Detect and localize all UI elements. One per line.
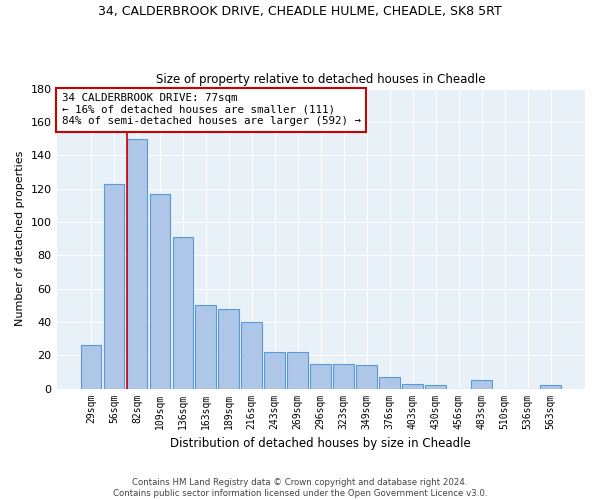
X-axis label: Distribution of detached houses by size in Cheadle: Distribution of detached houses by size … (170, 437, 471, 450)
Bar (310, 364, 331, 388)
Bar (218, 308, 239, 388)
Bar (149, 194, 170, 388)
Bar (196, 305, 216, 388)
Bar (287, 352, 308, 389)
Bar (80, 345, 101, 389)
Y-axis label: Number of detached properties: Number of detached properties (15, 151, 25, 326)
Bar (241, 322, 262, 388)
Bar (356, 365, 377, 388)
Bar (403, 384, 423, 388)
Title: Size of property relative to detached houses in Cheadle: Size of property relative to detached ho… (156, 73, 485, 86)
Bar (472, 380, 492, 388)
Bar (425, 385, 446, 388)
Text: 34, CALDERBROOK DRIVE, CHEADLE HULME, CHEADLE, SK8 5RT: 34, CALDERBROOK DRIVE, CHEADLE HULME, CH… (98, 5, 502, 18)
Text: Contains HM Land Registry data © Crown copyright and database right 2024.
Contai: Contains HM Land Registry data © Crown c… (113, 478, 487, 498)
Bar (127, 138, 147, 388)
Bar (104, 184, 124, 388)
Bar (173, 237, 193, 388)
Bar (265, 352, 285, 389)
Bar (334, 364, 354, 388)
Bar (540, 385, 561, 388)
Bar (379, 377, 400, 388)
Text: 34 CALDERBROOK DRIVE: 77sqm
← 16% of detached houses are smaller (111)
84% of se: 34 CALDERBROOK DRIVE: 77sqm ← 16% of det… (62, 93, 361, 126)
